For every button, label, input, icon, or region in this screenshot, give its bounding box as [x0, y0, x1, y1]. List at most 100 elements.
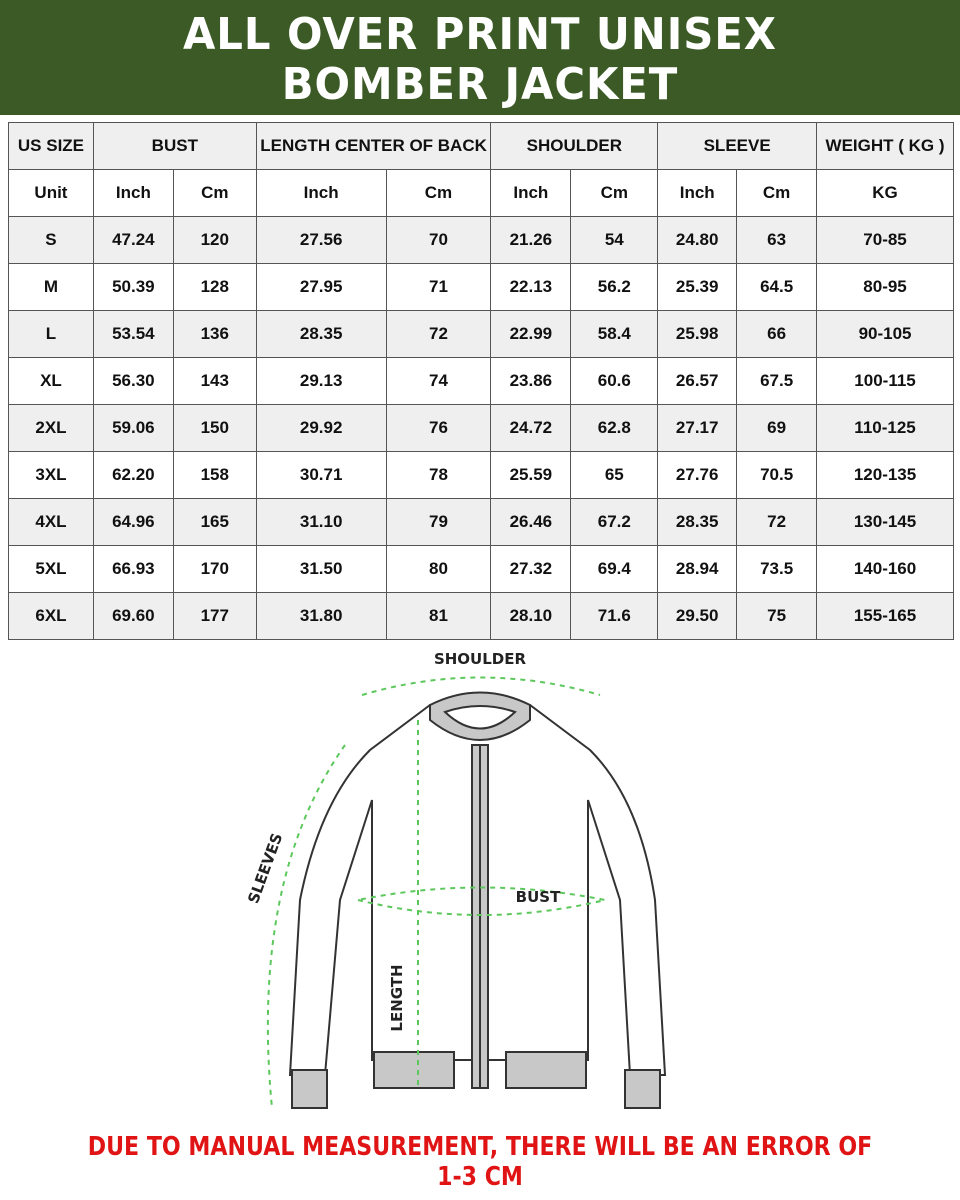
value-cell: 63: [736, 216, 818, 264]
value-cell: 67.2: [570, 498, 659, 546]
table-row: 2XL 59.06 150 29.92 76 24.72 62.8 27.17 69 110-12…: [8, 404, 954, 452]
value-cell: 25.39: [657, 263, 738, 311]
bust-label: BUST: [516, 888, 561, 906]
value-cell: 26.57: [657, 357, 738, 405]
jacket-measurement-diagram: SHOULDER SLEEVES BUST LENGTH: [244, 650, 667, 1109]
size-cell: 2XL: [8, 404, 94, 452]
value-cell: 170: [172, 545, 257, 593]
value-cell: 71: [385, 263, 492, 311]
value-cell: 24.80: [657, 216, 738, 264]
value-cell: 120-135: [816, 451, 954, 499]
value-cell: 177: [172, 592, 257, 640]
size-cell: 3XL: [8, 451, 94, 499]
value-cell: 27.95: [255, 263, 387, 311]
value-cell: 150: [172, 404, 257, 452]
table-row: L 53.54 136 28.35 72 22.99 58.4 25.98 66 90-105: [8, 310, 954, 358]
value-cell: 165: [172, 498, 257, 546]
value-cell: 25.98: [657, 310, 738, 358]
unit-cell: Cm: [172, 169, 257, 217]
value-cell: 50.39: [92, 263, 174, 311]
value-cell: 72: [736, 498, 818, 546]
unit-cell: Inch: [490, 169, 572, 217]
value-cell: 53.54: [92, 310, 174, 358]
value-cell: 65: [570, 451, 659, 499]
value-cell: 26.46: [490, 498, 572, 546]
value-cell: 155-165: [816, 592, 954, 640]
value-cell: 23.86: [490, 357, 572, 405]
value-cell: 22.13: [490, 263, 572, 311]
value-cell: 100-115: [816, 357, 954, 405]
value-cell: 28.10: [490, 592, 572, 640]
unit-cell: Cm: [736, 169, 818, 217]
value-cell: 60.6: [570, 357, 659, 405]
column-header: WEIGHT ( KG ): [816, 122, 954, 170]
value-cell: 71.6: [570, 592, 659, 640]
value-cell: 73.5: [736, 545, 818, 593]
value-cell: 31.80: [255, 592, 387, 640]
value-cell: 25.59: [490, 451, 572, 499]
value-cell: 64.96: [92, 498, 174, 546]
value-cell: 29.13: [255, 357, 387, 405]
value-cell: 69.4: [570, 545, 659, 593]
value-cell: 74: [385, 357, 492, 405]
header-row: US SIZE BUST LENGTH CENTER OF BACK SHOULDER…: [8, 122, 954, 170]
size-cell: 6XL: [8, 592, 94, 640]
sleeves-label: SLEEVES: [244, 831, 286, 906]
value-cell: 64.5: [736, 263, 818, 311]
table-row: M 50.39 128 27.95 71 22.13 56.2 25.39 64.5 80-95: [8, 263, 954, 311]
value-cell: 62.8: [570, 404, 659, 452]
value-cell: 80: [385, 545, 492, 593]
value-cell: 31.50: [255, 545, 387, 593]
value-cell: 70: [385, 216, 492, 264]
column-header: SLEEVE: [657, 122, 818, 170]
measurement-lines: [266, 676, 606, 1109]
value-cell: 21.26: [490, 216, 572, 264]
jacket-illustration: [288, 691, 667, 1109]
value-cell: 80-95: [816, 263, 954, 311]
unit-cell: KG: [816, 169, 954, 217]
title-line-1: ALL OVER PRINT UNISEX: [183, 9, 777, 60]
value-cell: 28.35: [657, 498, 738, 546]
value-cell: 140-160: [816, 545, 954, 593]
unit-cell: Inch: [255, 169, 387, 217]
value-cell: 78: [385, 451, 492, 499]
length-label: LENGTH: [388, 964, 406, 1031]
value-cell: 27.76: [657, 451, 738, 499]
size-cell: 4XL: [8, 498, 94, 546]
table-row: 6XL 69.60 177 31.80 81 28.10 71.6 29.50 75 155-16…: [8, 592, 954, 640]
value-cell: 62.20: [92, 451, 174, 499]
value-cell: 69: [736, 404, 818, 452]
unit-cell: Inch: [92, 169, 174, 217]
unit-cell: Inch: [657, 169, 738, 217]
value-cell: 67.5: [736, 357, 818, 405]
value-cell: 120: [172, 216, 257, 264]
value-cell: 29.50: [657, 592, 738, 640]
column-header: SHOULDER: [490, 122, 659, 170]
value-cell: 75: [736, 592, 818, 640]
value-cell: 27.56: [255, 216, 387, 264]
value-cell: 54: [570, 216, 659, 264]
value-cell: 81: [385, 592, 492, 640]
value-cell: 56.2: [570, 263, 659, 311]
unit-cell: Unit: [8, 169, 94, 217]
value-cell: 143: [172, 357, 257, 405]
value-cell: 66.93: [92, 545, 174, 593]
unit-row: Unit Inch Cm Inch Cm Inch Cm Inch Cm KG: [8, 169, 954, 217]
value-cell: 79: [385, 498, 492, 546]
column-header: BUST: [92, 122, 257, 170]
value-cell: 29.92: [255, 404, 387, 452]
table-row: 4XL 64.96 165 31.10 79 26.46 67.2 28.35 72 130-14…: [8, 498, 954, 546]
measurement-disclaimer: DUE TO MANUAL MEASUREMENT, THERE WILL BE…: [87, 1132, 873, 1192]
value-cell: 28.35: [255, 310, 387, 358]
value-cell: 58.4: [570, 310, 659, 358]
value-cell: 136: [172, 310, 257, 358]
table-row: 5XL 66.93 170 31.50 80 27.32 69.4 28.94 73.5 140-…: [8, 545, 954, 593]
table-row: XL 56.30 143 29.13 74 23.86 60.6 26.57 67.5 100-1…: [8, 357, 954, 405]
shoulder-label: SHOULDER: [434, 650, 527, 668]
value-cell: 27.32: [490, 545, 572, 593]
value-cell: 66: [736, 310, 818, 358]
value-cell: 128: [172, 263, 257, 311]
column-header: US SIZE: [8, 122, 94, 170]
size-chart-table: US SIZE BUST LENGTH CENTER OF BACK SHOULDER…: [8, 122, 954, 640]
column-header: LENGTH CENTER OF BACK: [255, 122, 492, 170]
